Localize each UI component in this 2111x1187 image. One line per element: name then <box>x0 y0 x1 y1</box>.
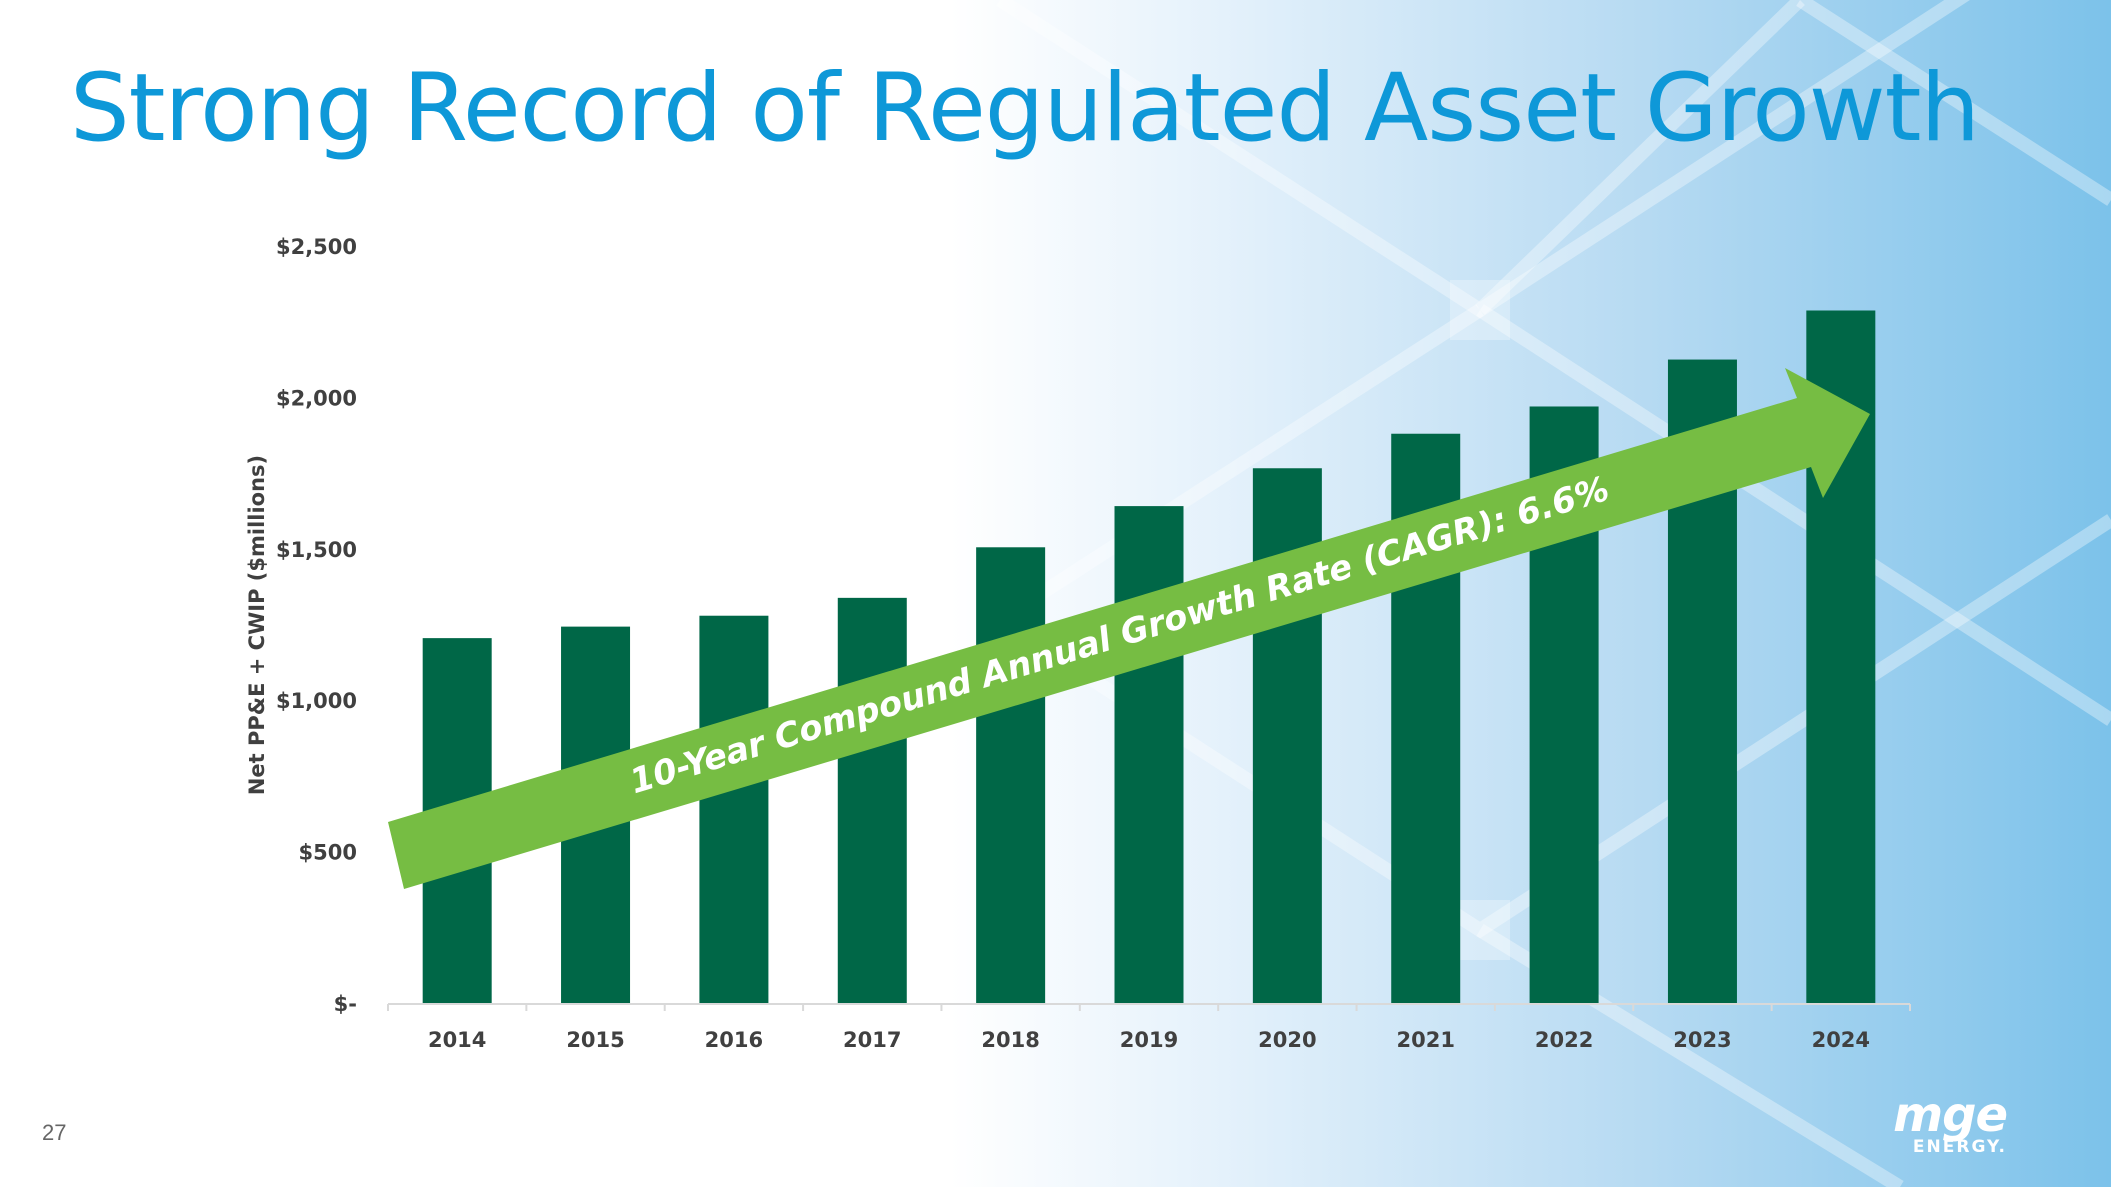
x-tick-label: 2017 <box>843 1028 901 1052</box>
bar-2018 <box>976 547 1046 1003</box>
x-tick-label: 2024 <box>1812 1028 1870 1052</box>
logo-mark: mge <box>1893 1087 2008 1143</box>
bar-2019 <box>1114 506 1184 1003</box>
bar-2016 <box>699 615 769 1003</box>
growth-arrow <box>388 368 1870 889</box>
y-tick-label: $1,000 <box>276 689 357 713</box>
y-tick-label: $- <box>334 992 357 1016</box>
x-tick-label: 2018 <box>981 1028 1039 1052</box>
x-tick-label: 2023 <box>1673 1028 1731 1052</box>
x-tick-label: 2021 <box>1397 1028 1455 1052</box>
y-axis-label: Net PP&E + CWIP ($millions) <box>245 455 269 795</box>
x-tick-label: 2020 <box>1258 1028 1316 1052</box>
y-tick-label: $500 <box>299 841 357 865</box>
bar-2017 <box>837 597 907 1003</box>
x-tick-label: 2015 <box>566 1028 624 1052</box>
x-tick-label: 2016 <box>705 1028 763 1052</box>
y-tick-label: $2,000 <box>276 386 357 410</box>
x-tick-label: 2019 <box>1120 1028 1178 1052</box>
slide-title: Strong Record of Regulated Asset Growth <box>70 54 1980 163</box>
logo-subtext: ENERGY. <box>1912 1137 2007 1157</box>
x-tick-label: 2014 <box>428 1028 486 1052</box>
x-tick-label: 2022 <box>1535 1028 1593 1052</box>
mge-energy-logo: mge ENERGY. <box>1872 1087 2008 1157</box>
page-number: 27 <box>42 1120 67 1145</box>
y-tick-label: $2,500 <box>276 235 357 259</box>
y-tick-label: $1,500 <box>276 538 357 562</box>
